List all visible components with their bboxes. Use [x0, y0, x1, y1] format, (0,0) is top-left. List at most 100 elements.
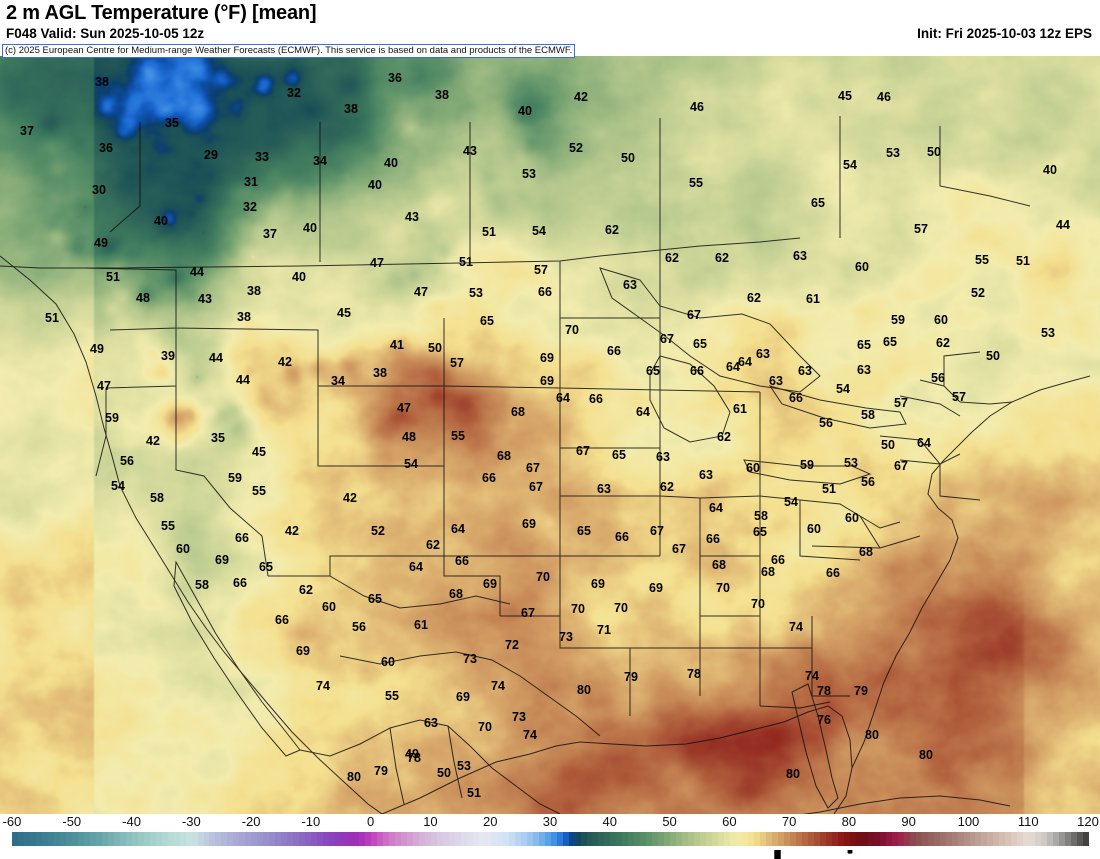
colorbar-swatch: [311, 832, 318, 846]
colorbar-swatch: [107, 832, 114, 846]
colorbar-swatch: [137, 832, 144, 846]
colorbar-swatch: [586, 832, 593, 846]
colorbar-swatch: [861, 832, 868, 846]
colorbar-swatch: [29, 832, 36, 846]
colorbar-swatch: [688, 832, 695, 846]
colorbar-swatch: [604, 832, 611, 846]
colorbar-swatch: [616, 832, 623, 846]
colorbar-swatch: [778, 832, 784, 846]
colorbar-swatch: [239, 832, 246, 846]
colorbar-tick: -10: [301, 814, 321, 829]
colorbar-swatch: [742, 832, 749, 846]
colorbar-gradient-strip[interactable]: [12, 832, 1090, 846]
colorbar-swatch: [466, 832, 473, 846]
colorbar-swatch: [287, 832, 294, 846]
temperature-field-raster: [0, 56, 1100, 814]
colorbar-swatch: [448, 832, 455, 846]
colorbar-swatch: [658, 832, 665, 846]
colorbar-swatch: [1077, 832, 1084, 846]
colorbar-swatch: [173, 832, 180, 846]
colorbar-swatch: [251, 832, 258, 846]
colorbar-tick: 40: [602, 814, 617, 829]
colorbar-tick: 20: [482, 814, 498, 829]
colorbar-tick: 70: [781, 814, 797, 829]
colorbar-swatch: [436, 832, 443, 846]
colorbar-swatch: [101, 832, 108, 846]
colorbar-swatch: [789, 832, 796, 846]
colorbar-swatch: [1065, 832, 1072, 846]
colorbar-swatch: [885, 832, 892, 846]
colorbar-swatch: [526, 832, 533, 846]
colorbar-swatch: [772, 832, 778, 846]
colorbar-swatch: [323, 832, 330, 846]
colorbar-swatch: [664, 832, 671, 846]
colorbar-swatch: [77, 832, 84, 846]
colorbar-swatch: [1059, 832, 1066, 846]
colorbar-swatch: [329, 832, 336, 846]
colorbar-swatch: [191, 832, 198, 846]
colorbar-swatch: [676, 832, 683, 846]
colorbar-swatch: [819, 832, 826, 846]
colorbar-swatch: [53, 832, 60, 846]
colorbar-tick: 50: [662, 814, 677, 829]
colorbar-swatch: [670, 832, 677, 846]
colorbar-swatch: [712, 832, 719, 846]
colorbar-swatch: [365, 832, 372, 846]
colorbar-swatch: [472, 832, 479, 846]
geographic-borders-overlay: [0, 116, 1091, 814]
colorbar-swatch: [305, 832, 312, 846]
colorbar-swatch: [538, 832, 545, 846]
colorbar-swatch: [873, 832, 880, 846]
colorbar-swatch: [460, 832, 467, 846]
colorbar-swatch: [430, 832, 437, 846]
colorbar-swatch: [556, 832, 563, 846]
colorbar-tick: -50: [62, 814, 82, 829]
colorbar-swatch: [203, 832, 210, 846]
colorbar-swatch: [406, 832, 413, 846]
colorbar-tick: 110: [1017, 814, 1039, 829]
colorbar-swatch: [837, 832, 844, 846]
temperature-map[interactable]: 38 32 36 38 40 42 46 46 45 37 35 36 29 33 34 38 40 43 52 50…: [0, 56, 1100, 814]
colorbar-swatch: [520, 832, 527, 846]
colorbar-swatch: [508, 832, 515, 846]
colorbar-swatch: [628, 832, 635, 846]
colorbar-swatch: [359, 832, 366, 846]
colorbar-swatch: [155, 832, 162, 846]
colorbar-swatch: [131, 832, 138, 846]
colorbar-swatch: [143, 832, 150, 846]
colorbar-swatch: [209, 832, 216, 846]
colorbar[interactable]: -60 -50 -40 -30 -20 -10 0 10 20 30 40 50 60 70 80 90 100…: [0, 814, 1100, 850]
colorbar-tick: 120: [1077, 814, 1099, 829]
colorbar-swatch: [400, 832, 407, 846]
colorbar-tick: 0: [367, 814, 375, 829]
colorbar-swatch: [951, 832, 958, 846]
colorbar-swatch: [909, 832, 916, 846]
colorbar-swatch: [119, 832, 126, 846]
colorbar-swatch: [412, 832, 419, 846]
colorbar-swatch: [484, 832, 491, 846]
colorbar-swatch: [903, 832, 910, 846]
colorbar-swatch: [65, 832, 72, 846]
colorbar-swatch: [957, 832, 964, 846]
colorbar-swatch: [694, 832, 701, 846]
colorbar-swatch: [754, 832, 761, 846]
colorbar-swatch: [580, 832, 587, 846]
colorbar-swatch: [975, 832, 982, 846]
colorbar-swatch: [766, 832, 773, 846]
colorbar-swatch: [795, 832, 802, 846]
colorbar-swatch: [299, 832, 306, 846]
colorbar-swatch: [1011, 832, 1018, 846]
colorbar-swatch: [921, 832, 928, 846]
colorbar-swatch: [197, 832, 204, 846]
colorbar-swatch: [724, 832, 731, 846]
colorbar-swatch: [813, 832, 820, 846]
colorbar-tick: 10: [423, 814, 438, 829]
colorbar-swatch: [281, 832, 288, 846]
colorbar-swatch: [1083, 832, 1090, 846]
colorbar-swatch: [1047, 832, 1054, 846]
colorbar-swatch: [35, 832, 42, 846]
colorbar-swatch: [682, 832, 689, 846]
colorbar-swatch: [1071, 832, 1078, 846]
colorbar-tick-labels: -60 -50 -40 -30 -20 -10 0 10 20 30 40 50 60 70 80 90 100…: [0, 814, 1100, 832]
